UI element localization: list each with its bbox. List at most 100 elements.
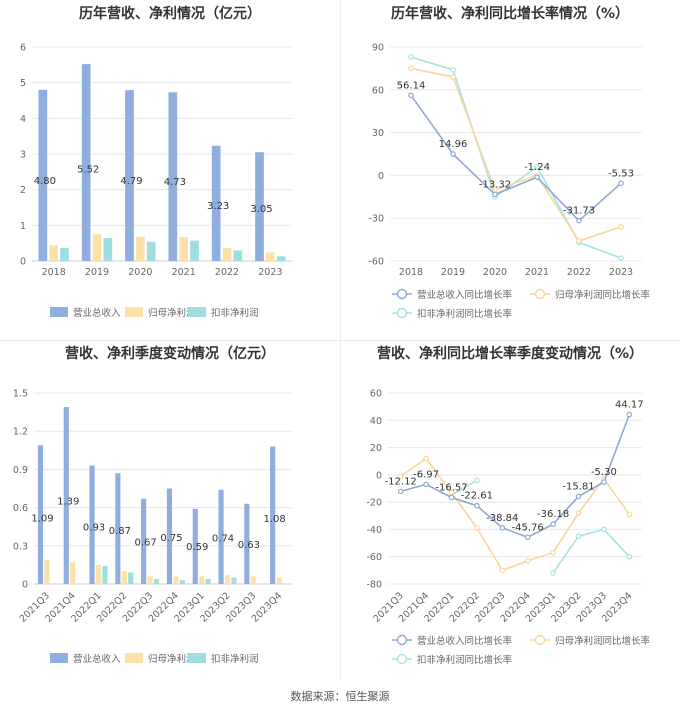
y-tick-label: 40 [370,416,382,427]
annual-growth-rate-chart: 历年营收、净利同比增长率情况（%） -60 -30 0 30 60 90 2018 2019 20… [340,0,680,340]
chart-svg: 营收、净利季度变动情况（亿元）00.30.60.91.21.51.092021Q… [13,345,292,665]
y-tick-label: 20 [370,443,382,454]
bar-net-profit [222,248,232,261]
bar-deducted-profit [276,256,286,261]
legend-swatch [125,653,143,663]
bar-revenue [37,445,44,584]
bar-deducted-profit [128,572,134,584]
legend-label: 营业总收入 [73,653,121,665]
line-point [576,217,582,224]
line-point [550,549,556,556]
x-tick-label: 2018 [399,267,423,278]
bar-data-label: 0.75 [160,533,182,544]
line-point [474,502,480,509]
bar-net-profit [173,576,179,584]
bar-net-profit [92,234,102,261]
x-tick-label: 2019 [85,267,109,278]
legend-label: 营业总收入同比增长率 [417,289,513,301]
bar-net-profit [70,562,76,584]
x-tick-label: 2019 [441,267,465,278]
y-tick-label: 6 [20,43,26,54]
line-point [397,473,404,480]
y-tick-label: 3 [20,150,26,161]
y-tick-label: 1.5 [13,389,28,400]
line-point [397,488,404,495]
y-tick-label: 60 [372,85,384,96]
line-data-label: -16.57 [435,482,467,493]
line-point [524,534,531,541]
line-data-label: -22.61 [461,491,493,502]
bar-deducted-profit [190,240,199,261]
y-tick-label: 4 [20,114,26,125]
bar-revenue [141,498,147,584]
bar-deducted-profit [60,247,69,261]
bar-deducted-profit [233,250,243,261]
bar-data-label: 0.59 [186,542,208,553]
bar-deducted-profit [146,241,156,261]
line-point [618,180,624,187]
line-point [550,570,556,576]
bar-deducted-profit [231,577,237,584]
line-point [423,455,429,462]
line-point [534,174,540,180]
y-tick-label: 0.3 [13,541,28,552]
quarterly-revenue-profit-chart: 营收、净利季度变动情况（亿元） 0 0.3 0.6 0.9 1.2 1.5 1.09 2021Q… [0,340,340,680]
x-tick-label: 2022 [215,267,239,278]
line-point [576,238,582,244]
bar-net-profit [136,236,145,261]
legend-marker [534,634,546,646]
bar-deducted-profit [153,578,160,584]
legend-marker [396,653,408,665]
y-tick-label: 1.2 [13,427,28,438]
line-data-label: -5.53 [608,168,634,179]
bar-data-label: 1.39 [57,496,79,507]
line-point [450,74,456,80]
series-line [410,94,622,222]
series-line [410,67,622,242]
x-tick-label: 2022 [567,267,591,278]
line-point [499,567,506,574]
line-data-label: -6.97 [413,469,439,480]
line-data-label: 56.14 [397,80,426,91]
bar-data-label: 1.08 [264,514,286,525]
line-point [423,481,429,488]
line-point [474,477,480,484]
legend-swatch [50,307,68,317]
bar-revenue [115,473,121,584]
bar-net-profit [199,576,205,584]
bar-data-label: 1.09 [31,514,53,525]
line-point [408,65,414,72]
bar-data-label: 0.87 [109,526,131,537]
series-line [400,414,631,539]
bar-data-label: 4.79 [120,176,142,187]
line-data-label: -36.18 [537,509,569,520]
line-data-label: -12.12 [385,476,417,487]
bar-revenue [168,92,178,262]
x-tick-label: 2018 [42,267,66,278]
line-data-label: -13.32 [479,179,511,190]
legend-swatch [50,653,68,663]
bar-data-label: 3.05 [250,204,272,215]
legend-swatch [125,307,143,317]
bar-net-profit [224,575,231,584]
chart-title: 营收、净利同比增长率季度变动情况（%） [377,345,643,362]
quarterly-growth-rate-chart: 营收、净利同比增长率季度变动情况（%） -80 -60 -40 -20 0 20 40 60 20… [340,340,680,680]
line-point [601,479,607,485]
line-point [524,558,531,564]
line-point [448,494,455,501]
line-point [618,223,624,230]
y-tick-label: -20 [366,498,382,509]
annual-revenue-profit-chart: 历年营收、净利情况（亿元） 0 1 2 3 4 5 6 4.80 2018 5.52 2019 4.79… [0,0,340,340]
bar-revenue [255,152,264,261]
series-line [410,56,622,259]
bar-data-label: 4.73 [164,177,186,188]
line-point [575,510,582,516]
bar-data-label: 0.74 [212,534,234,545]
y-tick-label: 0 [378,171,384,182]
bar-net-profit [266,252,275,261]
bar-deducted-profit [205,578,211,584]
line-point [626,511,633,518]
legend-label: 扣非净利润 [211,307,259,319]
bar-net-profit [147,576,153,584]
bar-data-label: 5.52 [77,164,99,175]
